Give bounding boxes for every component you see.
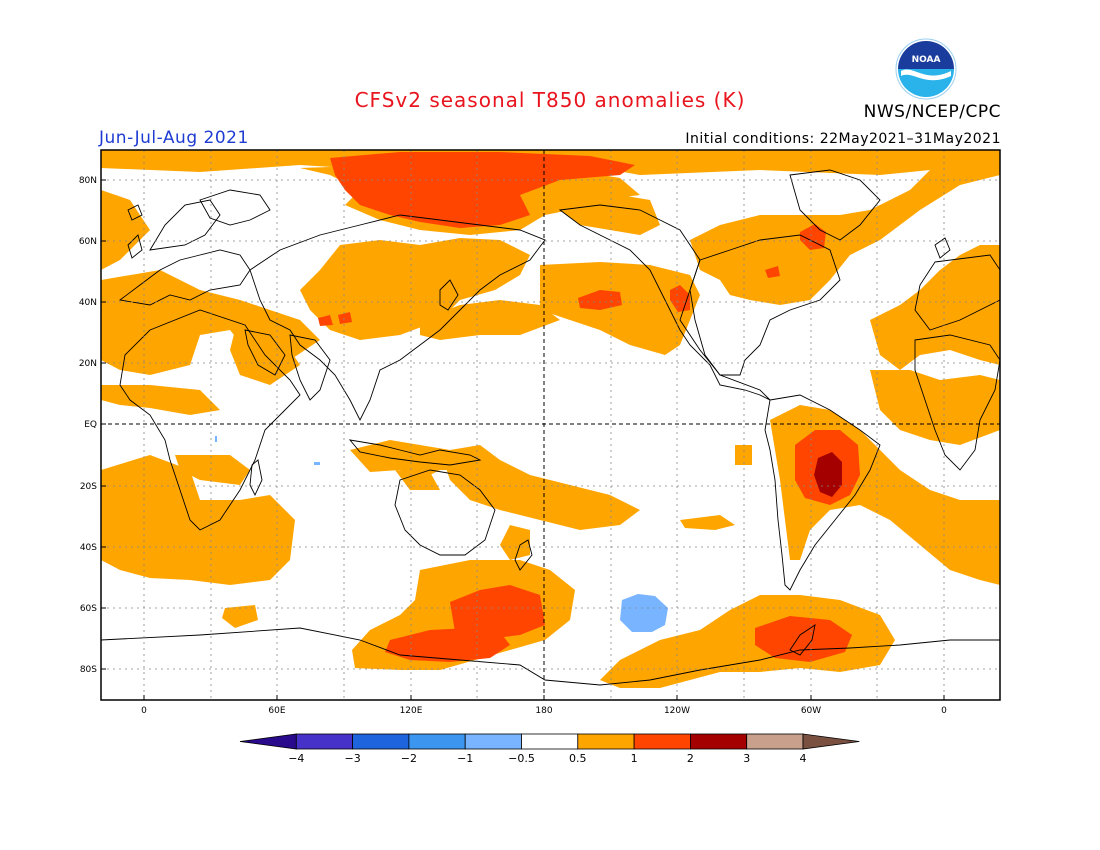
agency-label: NWS/NCEP/CPC	[863, 102, 1001, 122]
colorbar-label: −4	[288, 752, 304, 765]
svg-text:NOAA: NOAA	[912, 55, 941, 65]
lat-labels: 80N 60N 40N 20N EQ 20S 40S 60S 80S	[79, 176, 97, 675]
lat-label-20n: 20N	[79, 359, 97, 369]
colorbar-swatch	[464, 733, 522, 750]
lat-label-20s: 20S	[80, 482, 97, 492]
lon-label-180: 180	[535, 706, 552, 716]
lat-ticks	[101, 179, 945, 700]
colorbar-label: 3	[743, 752, 750, 765]
colorbar-label: 4	[800, 752, 807, 765]
noaa-logo: NOAA	[895, 38, 957, 100]
lon-label-0: 0	[141, 706, 147, 716]
colorbar-label: −3	[344, 752, 360, 765]
anomaly-regions-neg-0-5-to-neg-1	[215, 436, 668, 632]
map-panel	[101, 150, 1000, 700]
lat-label-60s: 60S	[80, 604, 97, 614]
colorbar-swatch	[408, 733, 466, 750]
colorbar-arrow-left	[239, 733, 297, 750]
lat-label-40n: 40N	[79, 298, 97, 308]
lon-label-120e: 120E	[400, 706, 423, 716]
colorbar-swatch	[633, 733, 691, 750]
colorbar-label: 2	[687, 752, 694, 765]
lat-label-eq: EQ	[84, 420, 97, 430]
colorbar-swatch	[746, 733, 804, 750]
forecast-period: Jun-Jul-Aug 2021	[99, 128, 249, 148]
colorbar-swatch	[295, 733, 353, 750]
colorbar-swatch	[577, 733, 635, 750]
lat-label-80s: 80S	[80, 665, 97, 675]
lat-label-60n: 60N	[79, 237, 97, 247]
colorbar-arrow-right	[802, 733, 860, 750]
colorbar-swatch	[352, 733, 410, 750]
colorbar-label: −2	[401, 752, 417, 765]
lon-label-60e: 60E	[268, 706, 285, 716]
lat-label-80n: 80N	[79, 176, 97, 186]
lat-lon-grid	[101, 150, 1000, 700]
colorbar-label: −0.5	[508, 752, 535, 765]
colorbar-label: 0.5	[569, 752, 587, 765]
coastlines	[101, 169, 1000, 686]
map-frame	[100, 149, 1001, 701]
colorbar-swatch	[690, 733, 748, 750]
lat-label-40s: 40S	[80, 543, 97, 553]
equator-dateline	[101, 150, 1000, 700]
map-title: CFSv2 seasonal T850 anomalies (K)	[354, 88, 746, 112]
colorbar-label: 1	[631, 752, 638, 765]
initial-conditions: Initial conditions: 22May2021–31May2021	[685, 131, 1001, 147]
colorbar: −4 −3 −2 −1 −0.5 0.5 1 2 3 4	[239, 733, 860, 765]
lon-label-60w: 60W	[801, 706, 821, 716]
lon-label-0-east: 0	[941, 706, 947, 716]
colorbar-swatch	[521, 733, 579, 750]
lon-label-120w: 120W	[664, 706, 690, 716]
lon-labels: 0 60E 120E 180 120W 60W 0	[141, 706, 947, 716]
colorbar-label: −1	[457, 752, 473, 765]
